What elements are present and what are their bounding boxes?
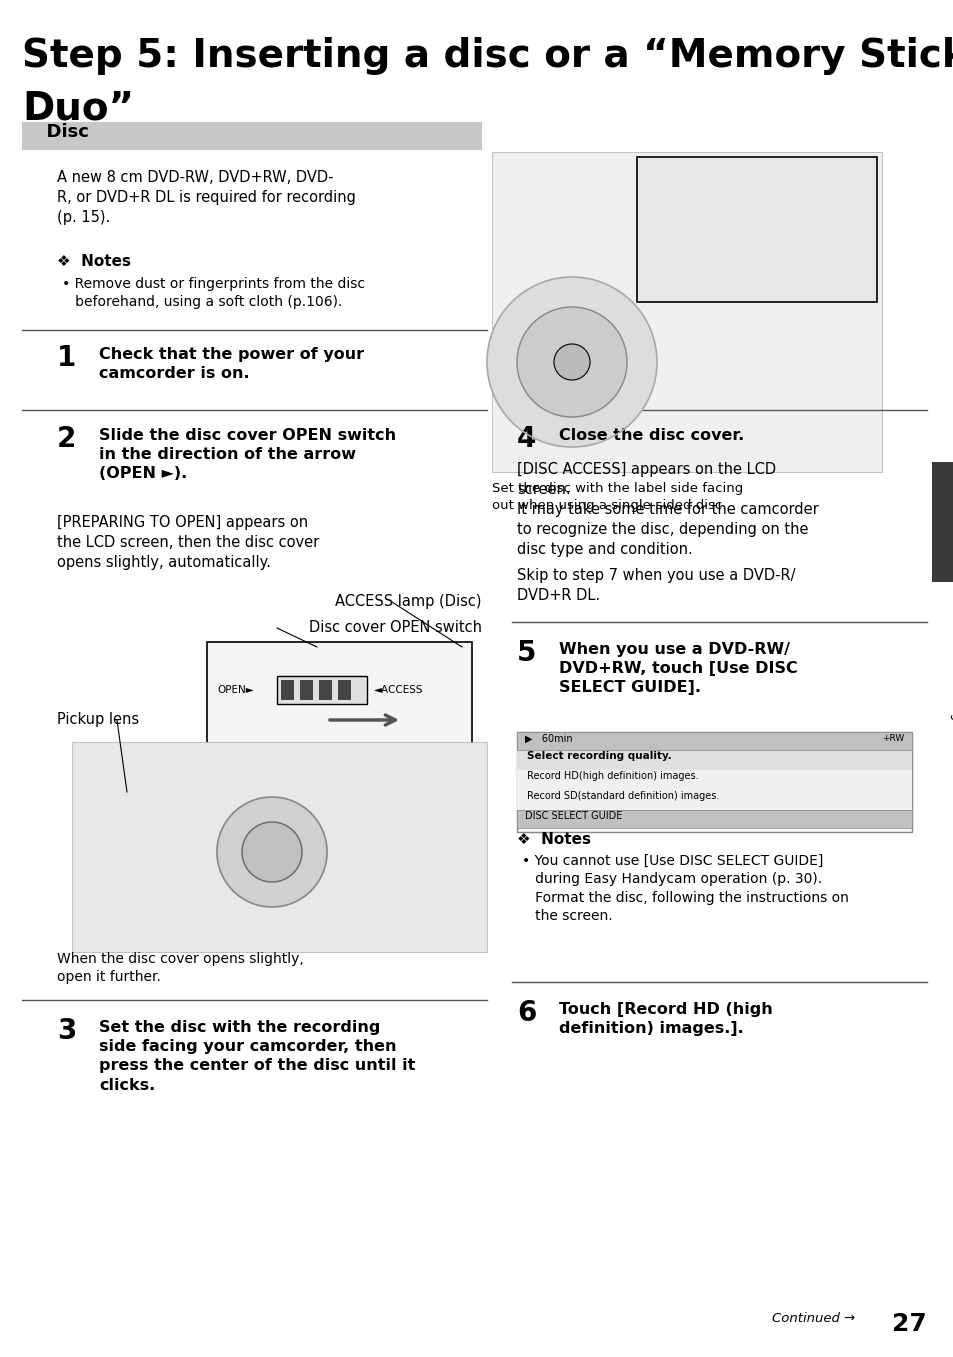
Text: When the disc cover opens slightly,
open it further.: When the disc cover opens slightly, open… <box>57 953 303 984</box>
Text: Disc cover OPEN switch: Disc cover OPEN switch <box>309 620 481 635</box>
Bar <box>276 676 367 704</box>
Bar <box>517 731 911 750</box>
Circle shape <box>486 277 657 446</box>
Text: • Remove dust or fingerprints from the disc
   beforehand, using a soft cloth (p: • Remove dust or fingerprints from the d… <box>62 277 365 309</box>
Bar <box>281 680 294 700</box>
Text: Set the disc with the label side facing
out when using a single-sided disc.: Set the disc with the label side facing … <box>492 482 742 512</box>
Text: Pickup lens: Pickup lens <box>57 712 139 727</box>
Text: ACCESS lamp (Disc): ACCESS lamp (Disc) <box>335 594 481 609</box>
Bar <box>318 680 332 700</box>
Text: Touch [Record HD (high
definition) images.].: Touch [Record HD (high definition) image… <box>558 1001 772 1037</box>
Text: Set the disc with the recording
side facing your camcorder, then
press the cente: Set the disc with the recording side fac… <box>99 1020 415 1092</box>
Circle shape <box>517 307 626 417</box>
Bar <box>517 731 911 832</box>
Bar <box>637 157 876 303</box>
Text: [DISC ACCESS] appears on the LCD
screen.: [DISC ACCESS] appears on the LCD screen. <box>517 461 776 497</box>
Text: Skip to step 7 when you use a DVD-R/
DVD+R DL.: Skip to step 7 when you use a DVD-R/ DVD… <box>517 569 795 603</box>
Text: Continued →: Continued → <box>771 1312 854 1324</box>
Circle shape <box>554 345 589 380</box>
Text: Record SD(standard definition) images.: Record SD(standard definition) images. <box>526 791 719 801</box>
Text: When you use a DVD-RW/
DVD+RW, touch [Use DISC
SELECT GUIDE].: When you use a DVD-RW/ DVD+RW, touch [Us… <box>558 642 797 695</box>
Text: DISC SELECT GUIDE: DISC SELECT GUIDE <box>524 811 621 821</box>
Bar <box>71 742 486 953</box>
Text: 5: 5 <box>517 639 536 668</box>
Text: OPEN►: OPEN► <box>216 685 253 695</box>
Text: ◄ACCESS: ◄ACCESS <box>374 685 423 695</box>
Text: 4: 4 <box>517 425 536 453</box>
Bar <box>931 461 953 582</box>
Text: 1: 1 <box>57 345 76 372</box>
Text: Duo”: Duo” <box>22 90 134 128</box>
Text: 2: 2 <box>57 425 76 453</box>
Bar <box>22 122 481 151</box>
Circle shape <box>242 822 302 882</box>
Text: Record HD(high definition) images.: Record HD(high definition) images. <box>526 771 698 782</box>
Bar <box>517 810 911 828</box>
Text: ❖  Notes: ❖ Notes <box>57 254 131 269</box>
Text: 3: 3 <box>57 1016 76 1045</box>
Text: • You cannot use [Use DISC SELECT GUIDE]
   during Easy Handycam operation (p. 3: • You cannot use [Use DISC SELECT GUIDE]… <box>521 854 848 923</box>
Bar <box>299 680 313 700</box>
Text: Step 5: Inserting a disc or a “Memory Stick: Step 5: Inserting a disc or a “Memory St… <box>22 37 953 75</box>
Text: A new 8 cm DVD-RW, DVD+RW, DVD-
R, or DVD+R DL is required for recording
(p. 15): A new 8 cm DVD-RW, DVD+RW, DVD- R, or DV… <box>57 170 355 225</box>
Text: ❖  Notes: ❖ Notes <box>517 832 590 847</box>
Text: 27: 27 <box>891 1312 925 1337</box>
Circle shape <box>216 797 327 906</box>
Text: Disc: Disc <box>34 123 89 141</box>
Text: It may take some time for the camcorder
to recognize the disc, depending on the
: It may take some time for the camcorder … <box>517 502 818 556</box>
Bar <box>207 642 472 752</box>
Text: Getting Started: Getting Started <box>949 676 953 768</box>
Bar <box>517 769 911 790</box>
Bar <box>517 790 911 810</box>
Text: [PREPARING TO OPEN] appears on
the LCD screen, then the disc cover
opens slightl: [PREPARING TO OPEN] appears on the LCD s… <box>57 516 319 570</box>
Text: +RW: +RW <box>881 734 903 744</box>
Bar <box>492 152 882 472</box>
Text: ▶   60min: ▶ 60min <box>524 734 572 744</box>
Text: Slide the disc cover OPEN switch
in the direction of the arrow
(OPEN ►).: Slide the disc cover OPEN switch in the … <box>99 427 395 482</box>
Text: Select recording quality.: Select recording quality. <box>526 750 671 761</box>
Text: 6: 6 <box>517 999 536 1027</box>
Text: Close the disc cover.: Close the disc cover. <box>558 427 743 442</box>
Text: Check that the power of your
camcorder is on.: Check that the power of your camcorder i… <box>99 347 364 381</box>
Bar <box>517 750 911 769</box>
Bar <box>337 680 351 700</box>
